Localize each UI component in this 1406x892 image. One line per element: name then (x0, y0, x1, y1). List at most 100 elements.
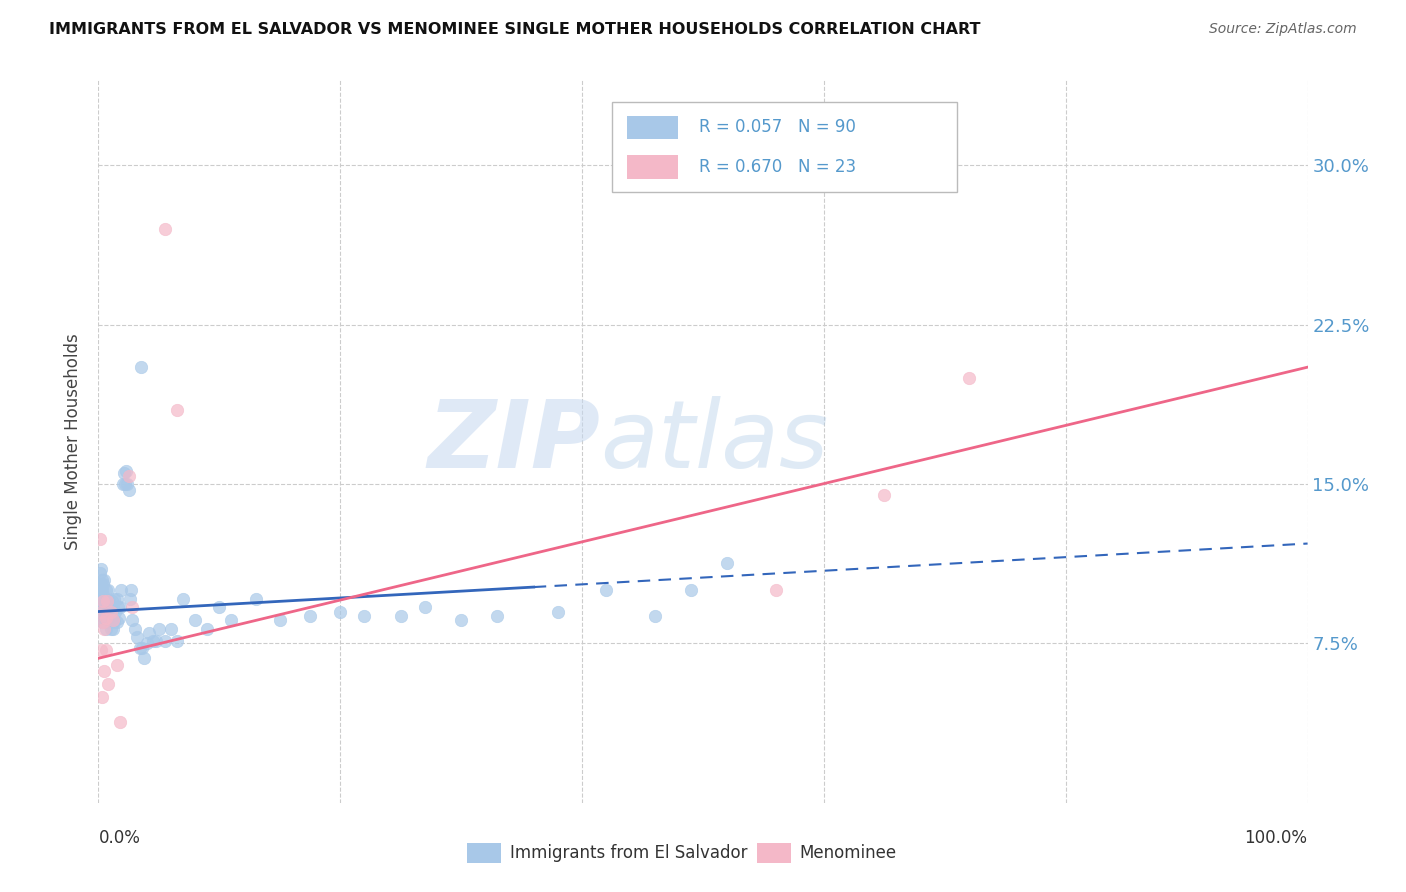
Point (108, 600, 131, 615)
Point (114, 477, 136, 491)
Point (118, 468, 141, 483)
Point (299, 608, 322, 623)
Point (166, 402, 188, 417)
Point (329, 605, 352, 619)
Point (91, 583, 114, 598)
Point (90, 598, 112, 612)
Text: atlas: atlas (600, 396, 828, 487)
Text: Menominee: Menominee (800, 844, 897, 862)
Point (91, 588, 114, 602)
Point (96, 594, 118, 608)
Text: 100.0%: 100.0% (1244, 829, 1308, 847)
Point (153, 634, 176, 648)
Point (135, 636, 157, 650)
Point (93, 573, 115, 587)
Point (142, 634, 165, 648)
Point (89, 598, 111, 612)
Point (103, 615, 125, 630)
Point (121, 600, 143, 615)
Point (100, 605, 122, 619)
Point (96, 594, 118, 608)
Point (124, 622, 146, 636)
Point (127, 630, 149, 644)
Point (148, 622, 170, 636)
Text: R = 0.057   N = 90: R = 0.057 N = 90 (699, 119, 856, 136)
Point (104, 605, 127, 619)
Point (89, 588, 111, 602)
Point (90, 562, 112, 576)
Point (90, 608, 112, 623)
Point (873, 488, 896, 502)
Point (97, 615, 120, 630)
Point (145, 634, 167, 648)
Point (129, 360, 152, 375)
Point (118, 483, 141, 498)
FancyBboxPatch shape (627, 155, 678, 178)
Point (94, 642, 117, 657)
Point (208, 600, 231, 615)
Point (120, 583, 142, 598)
Point (245, 591, 267, 606)
FancyBboxPatch shape (627, 116, 678, 139)
Point (108, 714, 131, 729)
Point (117, 477, 139, 491)
Point (91, 573, 114, 587)
Point (353, 608, 375, 623)
Point (89, 566, 111, 581)
Point (91, 598, 114, 612)
Point (110, 583, 132, 598)
Point (93, 664, 115, 678)
Point (97, 600, 120, 615)
Point (100, 600, 122, 615)
Point (166, 634, 188, 648)
Point (413, 600, 436, 615)
Point (172, 591, 194, 606)
Point (103, 591, 125, 606)
Point (184, 613, 207, 627)
Point (486, 608, 509, 623)
Point (90, 642, 112, 657)
Text: 0.0%: 0.0% (98, 829, 141, 847)
Point (138, 625, 160, 640)
Point (90, 605, 112, 619)
Point (98, 615, 121, 630)
Point (91, 615, 114, 630)
Point (90, 577, 112, 591)
FancyBboxPatch shape (758, 843, 792, 863)
Point (118, 591, 141, 606)
Point (100, 615, 122, 630)
Point (91, 605, 114, 619)
Point (94, 583, 117, 598)
Point (93, 605, 115, 619)
Point (195, 622, 218, 636)
Text: Source: ZipAtlas.com: Source: ZipAtlas.com (1209, 22, 1357, 37)
Point (100, 622, 122, 636)
Point (89, 577, 111, 591)
Point (89, 533, 111, 547)
Point (644, 608, 666, 623)
Point (765, 583, 787, 598)
Point (108, 611, 131, 625)
Point (91, 594, 114, 608)
Point (90, 588, 112, 602)
Point (131, 640, 153, 655)
Point (93, 615, 115, 630)
Point (160, 622, 183, 636)
FancyBboxPatch shape (613, 102, 957, 193)
Point (121, 613, 143, 627)
Point (389, 608, 412, 623)
Point (221, 613, 243, 627)
Point (97, 677, 120, 691)
Point (716, 556, 738, 570)
Point (91, 690, 114, 704)
Point (91, 615, 114, 630)
Point (91, 577, 114, 591)
Point (93, 594, 115, 608)
Point (450, 613, 472, 627)
Point (105, 591, 128, 606)
Point (94, 594, 117, 608)
Point (91, 594, 114, 608)
Point (679, 583, 702, 598)
Point (153, 222, 176, 236)
Point (105, 615, 128, 630)
